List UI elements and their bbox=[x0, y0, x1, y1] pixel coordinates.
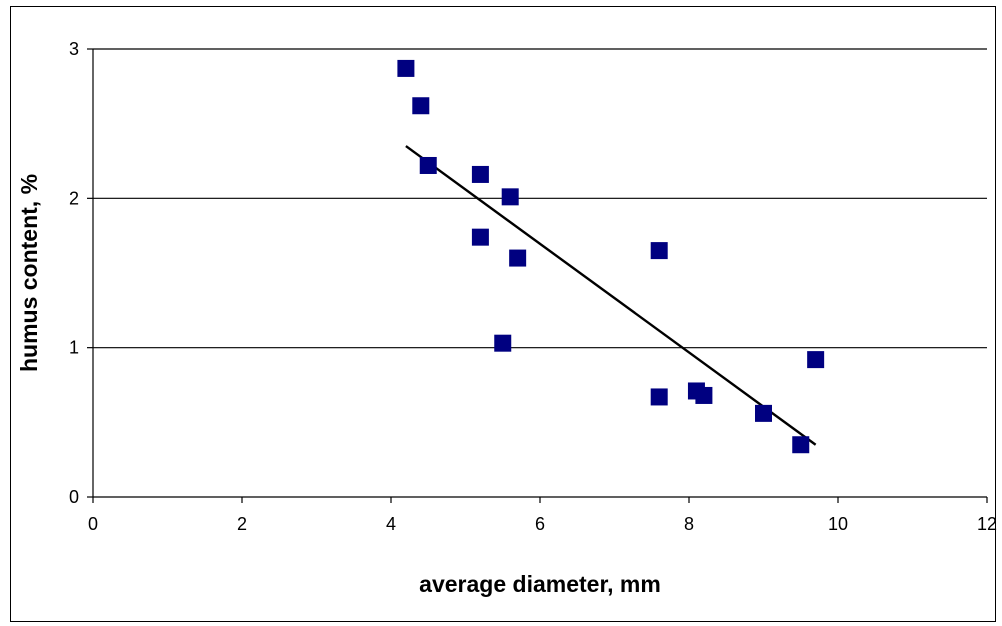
trendline bbox=[405, 145, 817, 446]
x-tick-label: 0 bbox=[88, 514, 98, 534]
data-point bbox=[494, 334, 512, 352]
data-point bbox=[419, 156, 437, 174]
x-axis-title: average diameter, mm bbox=[419, 571, 661, 597]
data-points-layer bbox=[397, 59, 825, 454]
x-tick-label: 2 bbox=[237, 514, 247, 534]
data-point bbox=[650, 388, 668, 406]
x-tick-label: 4 bbox=[386, 514, 396, 534]
data-point bbox=[755, 404, 772, 422]
x-tick-label: 6 bbox=[535, 514, 545, 534]
y-tick-label: 1 bbox=[69, 338, 79, 358]
data-point bbox=[695, 386, 713, 404]
data-point bbox=[471, 228, 489, 246]
x-tick-label: 12 bbox=[977, 514, 997, 534]
data-point bbox=[471, 165, 489, 183]
grid-layer bbox=[93, 48, 987, 349]
x-tick-label: 8 bbox=[684, 514, 694, 534]
y-tick-label: 3 bbox=[69, 39, 79, 59]
data-point bbox=[412, 97, 430, 115]
y-tick-label: 0 bbox=[69, 487, 79, 507]
y-tick-label: 2 bbox=[69, 188, 79, 208]
data-point bbox=[792, 436, 810, 454]
chart-area: 0 1 2 3 0 2 4 6 8 10 12 average diameter, mm humus… bbox=[10, 6, 997, 622]
y-axis-title: humus content, % bbox=[16, 174, 42, 372]
x-tick-label: 10 bbox=[828, 514, 848, 534]
data-point bbox=[509, 249, 527, 267]
data-point bbox=[397, 59, 415, 77]
data-point bbox=[501, 188, 519, 206]
data-point bbox=[650, 242, 668, 260]
data-point bbox=[807, 351, 825, 369]
trendline-layer bbox=[405, 145, 817, 446]
